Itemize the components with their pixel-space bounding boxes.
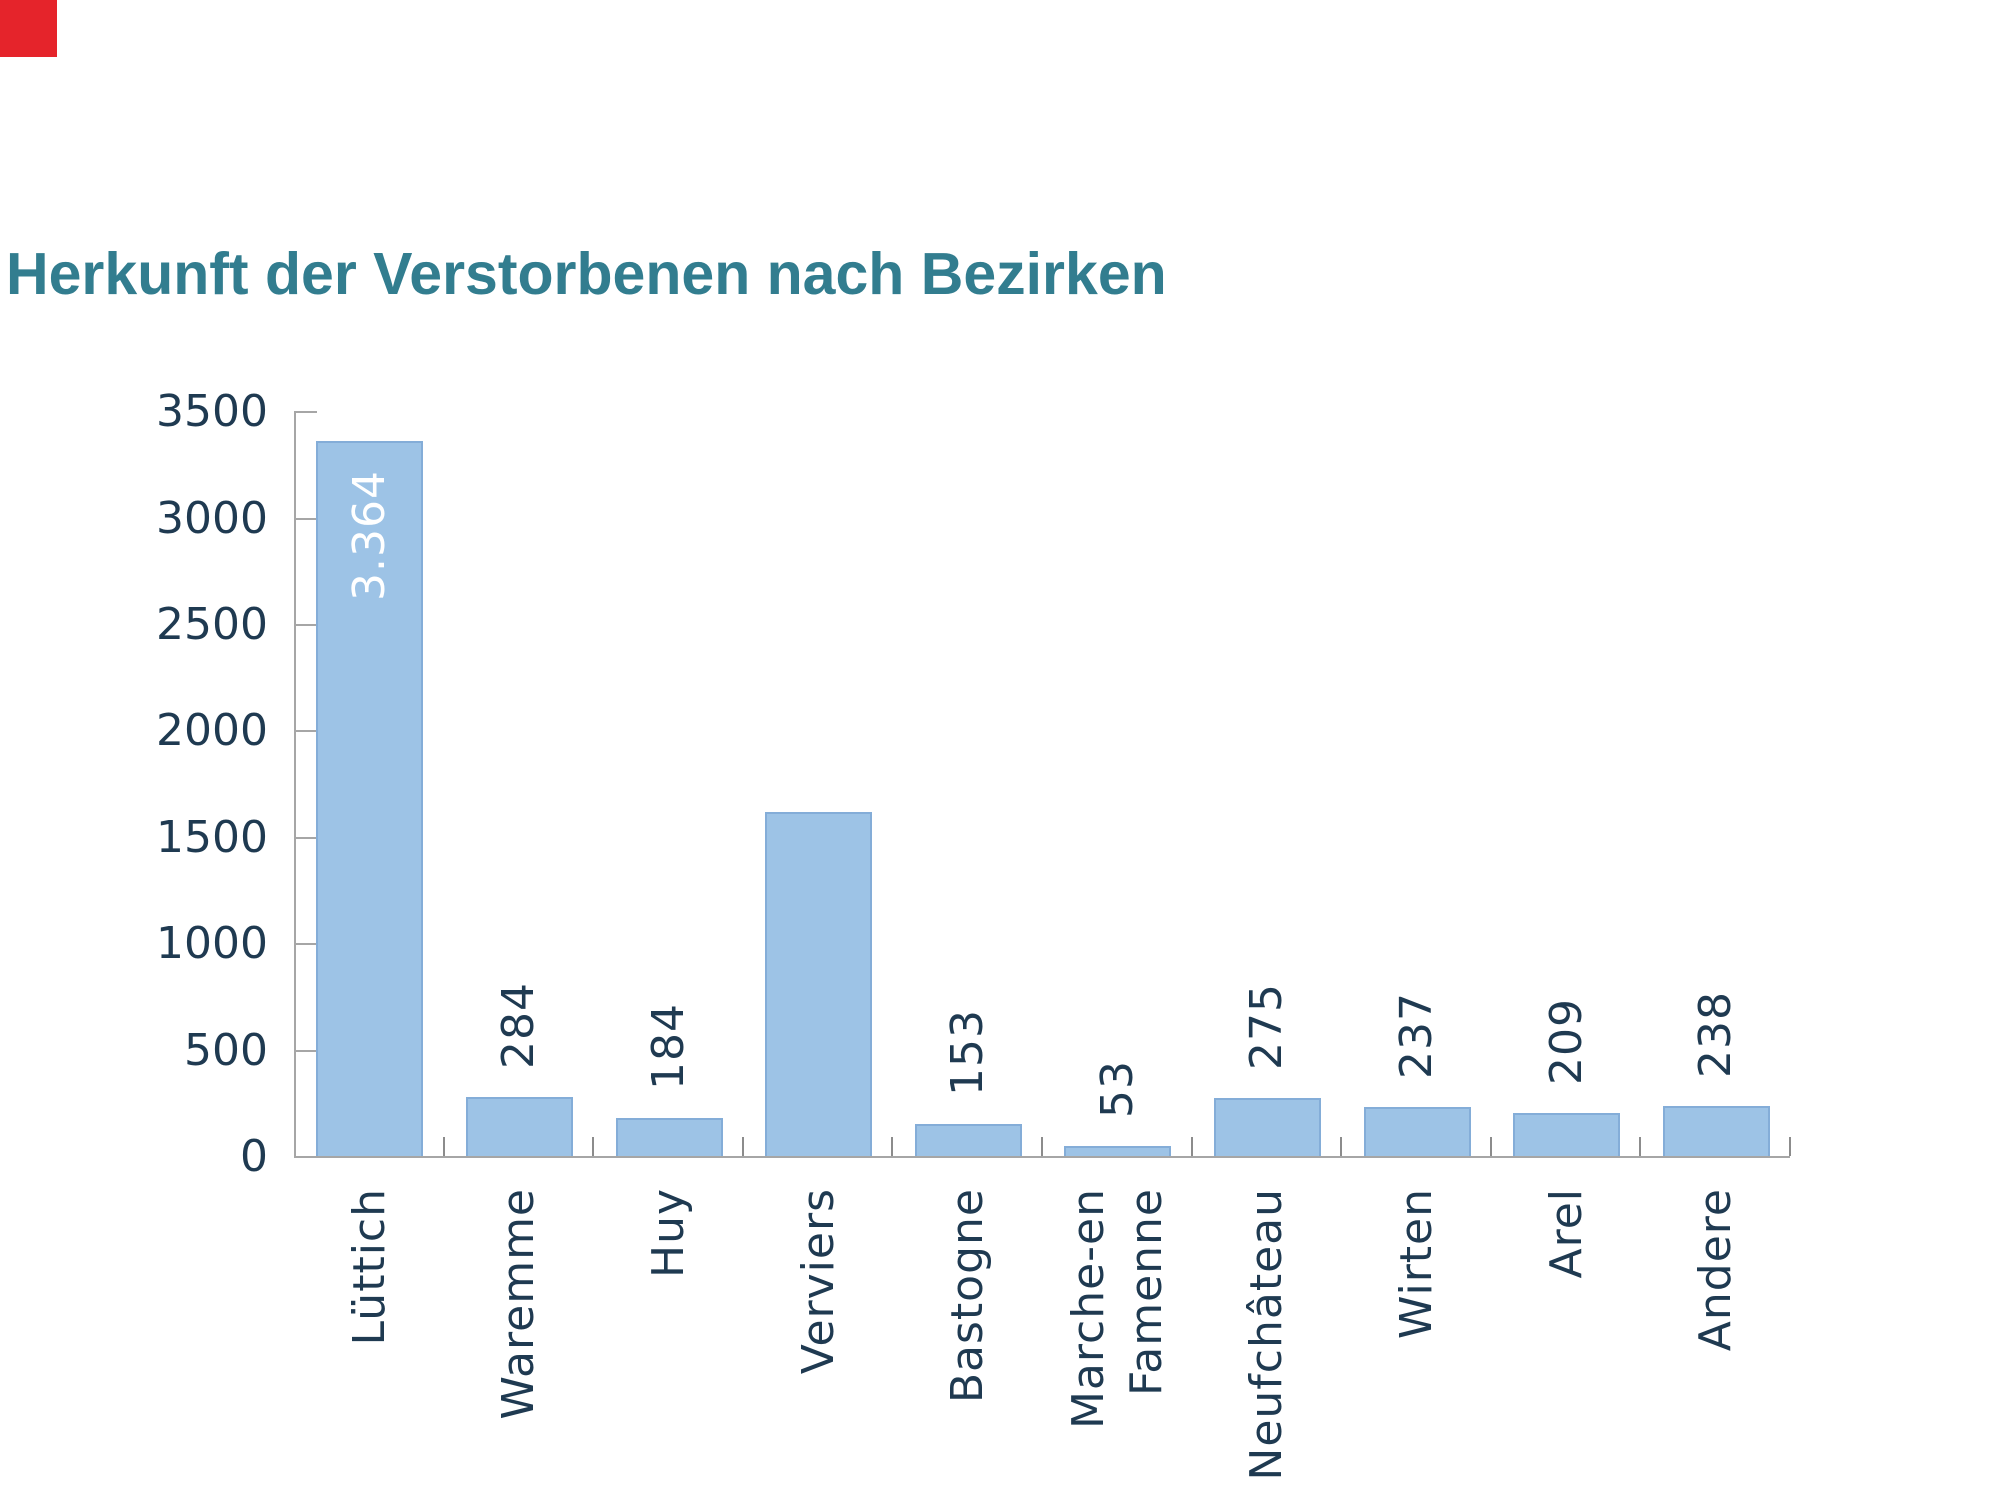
bar-arel: [1513, 1112, 1621, 1156]
x-axis-boundary-tick: [592, 1137, 595, 1156]
y-axis-tick: [296, 411, 317, 414]
y-axis-label: 500: [184, 1024, 268, 1076]
bar-value-label: 275: [1241, 983, 1293, 1071]
bar-value-label: 184: [643, 1002, 694, 1090]
x-axis-boundary-tick: [1639, 1137, 1642, 1156]
y-axis-tick: [296, 624, 317, 626]
bar-andere: [1662, 1106, 1770, 1156]
x-axis-label-arel: Arel: [1540, 1188, 1592, 1279]
x-axis-boundary-tick: [1340, 1137, 1343, 1156]
x-axis-label-verviers: Verviers: [792, 1188, 844, 1375]
bar-bastogne: [914, 1124, 1022, 1156]
bar-value-label: 284: [493, 981, 545, 1069]
y-axis-label: 2500: [156, 599, 268, 650]
x-axis-boundary-tick: [1190, 1137, 1193, 1156]
y-axis-tick: [296, 836, 317, 839]
x-axis-label-andere: Andere: [1690, 1188, 1742, 1352]
bar-value-label: 209: [1540, 997, 1592, 1085]
x-axis-label-waremme: Waremme: [493, 1188, 545, 1420]
y-axis-tick: [296, 943, 317, 946]
y-axis-label: 0: [240, 1131, 268, 1182]
y-axis-tick: [296, 1049, 317, 1052]
x-axis-label-huy: Huy: [643, 1188, 694, 1279]
y-axis-label: 3000: [156, 492, 268, 544]
red-corner-marker: [0, 0, 57, 57]
x-axis-boundary-tick: [1789, 1137, 1791, 1156]
y-axis-label: 3500: [156, 386, 268, 438]
x-axis-boundary-tick: [1041, 1137, 1043, 1156]
y-axis-line: [294, 411, 296, 1157]
bar-value-label: 53: [1091, 1059, 1143, 1118]
y-axis-label: 1500: [156, 811, 268, 863]
x-axis-label-marche-en: Marche-en Famenne: [1062, 1188, 1172, 1430]
bar-marche-en: [1064, 1145, 1172, 1156]
y-axis-label: 2000: [156, 705, 268, 757]
x-axis-label-l-ttich: Lüttich: [343, 1188, 395, 1346]
x-axis-label-wirten: Wirten: [1391, 1188, 1442, 1340]
x-axis-boundary-tick: [891, 1137, 894, 1156]
bar-neufch-teau: [1213, 1098, 1321, 1156]
bar-l-ttich: [316, 441, 424, 1156]
x-axis-line: [294, 1156, 1790, 1158]
y-axis-tick: [296, 730, 317, 733]
y-axis-tick: [296, 517, 317, 520]
bar-value-label: 153: [942, 1009, 994, 1097]
chart-title: Herkunft der Verstorbenen nach Bezirken: [6, 241, 1167, 307]
bar-value-label: 3.364: [343, 470, 395, 602]
x-axis-label-bastogne: Bastogne: [942, 1188, 994, 1404]
bar-huy: [615, 1117, 723, 1156]
bar-value-label: 237: [1391, 991, 1442, 1079]
x-axis-boundary-tick: [741, 1137, 744, 1156]
bar-verviers: [765, 812, 873, 1156]
x-axis-label-neufch-teau: Neufchâteau: [1241, 1188, 1293, 1481]
bar-waremme: [465, 1096, 573, 1156]
bar-wirten: [1363, 1106, 1471, 1156]
x-axis-boundary-tick: [442, 1137, 445, 1156]
y-axis-label: 1000: [156, 918, 268, 970]
x-axis-boundary-tick: [1489, 1137, 1492, 1156]
bar-value-label: 238: [1690, 991, 1742, 1079]
